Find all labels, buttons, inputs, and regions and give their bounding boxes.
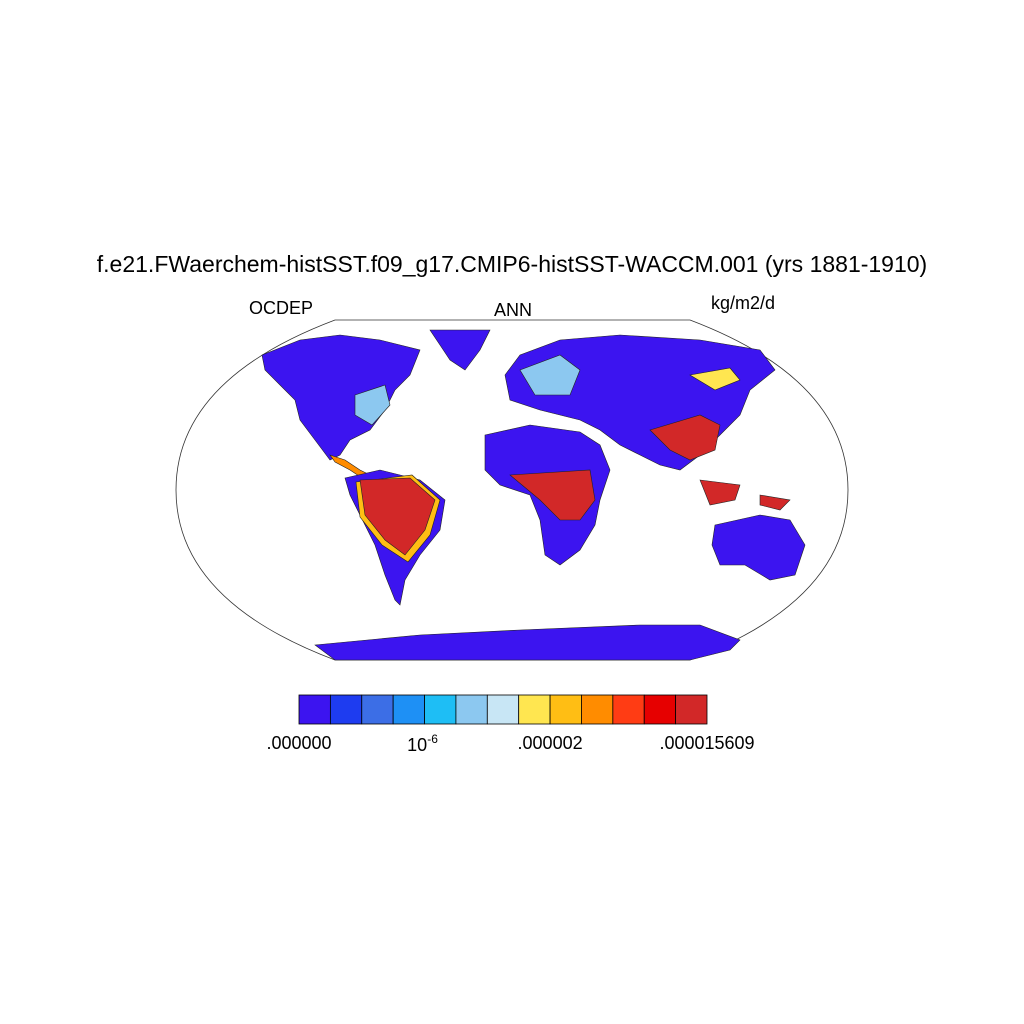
title: f.e21.FWaerchem-histSST.f09_g17.CMIP6-hi… bbox=[97, 251, 927, 277]
colorbar-label: .000002 bbox=[518, 733, 583, 753]
colorbar-box bbox=[298, 694, 331, 725]
colorbar-label-base: 10 bbox=[407, 735, 427, 755]
europe bbox=[519, 354, 581, 396]
north-america-east bbox=[354, 384, 391, 426]
colorbar-box bbox=[581, 694, 614, 725]
colorbar-label-exponent: -6 bbox=[427, 732, 438, 746]
colorbar-label: .000015609 bbox=[659, 733, 754, 753]
antarctica bbox=[314, 624, 741, 661]
china bbox=[649, 414, 721, 461]
central-asia bbox=[689, 367, 741, 391]
colorbar-box bbox=[612, 694, 645, 725]
colorbar-box bbox=[455, 694, 488, 725]
new-guinea bbox=[759, 494, 791, 511]
colorbar-label: 10-6 bbox=[407, 732, 438, 755]
colorbar-label: .000000 bbox=[266, 733, 331, 753]
colorbar-box bbox=[549, 694, 582, 725]
colorbar-box bbox=[392, 694, 425, 725]
colorbar-box bbox=[518, 694, 551, 725]
colorbar-box bbox=[643, 694, 677, 725]
colorbar-box bbox=[424, 694, 457, 725]
greenland bbox=[429, 329, 491, 371]
colorbar-box bbox=[361, 694, 394, 725]
indonesia bbox=[699, 479, 741, 506]
south-america-core bbox=[359, 477, 436, 556]
map bbox=[175, 319, 849, 661]
center-label: ANN bbox=[494, 300, 532, 320]
australia bbox=[711, 514, 806, 581]
colorbar-box bbox=[486, 694, 520, 725]
colorbar-box bbox=[329, 694, 363, 725]
africa-core bbox=[509, 469, 596, 521]
left-label: OCDEP bbox=[249, 298, 313, 318]
colorbar-box bbox=[675, 694, 708, 725]
right-label: kg/m2/d bbox=[711, 293, 775, 313]
colorbar: .000000 10-6 .000002 .000015609 bbox=[266, 694, 755, 755]
north-america bbox=[261, 334, 421, 461]
